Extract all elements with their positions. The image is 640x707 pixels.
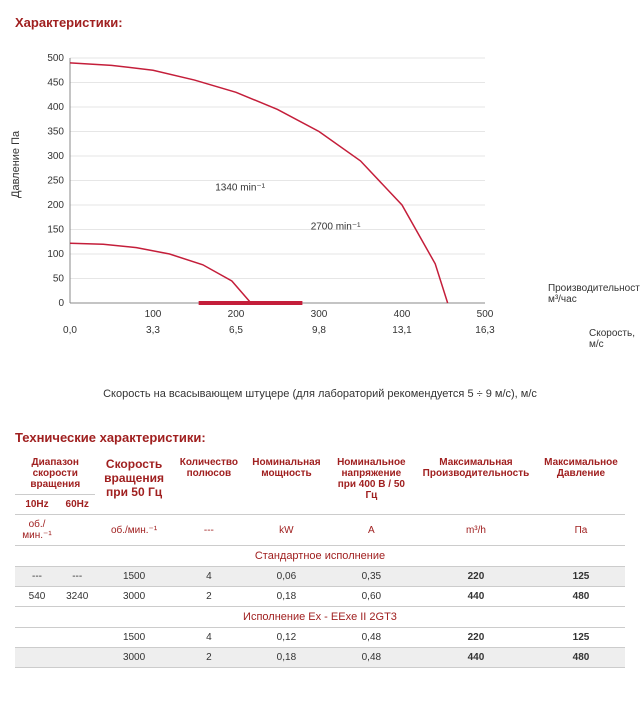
svg-text:200: 200 [47,200,64,211]
col-header: Номинальное напряжение при 400 В / 50 Гц [328,453,415,515]
table-cell: 1500 [95,628,172,648]
svg-text:6,5: 6,5 [229,325,243,336]
table-cell: 3240 [59,587,95,607]
table-cell: 4 [173,567,245,587]
col-subheader: 60Hz [59,495,95,515]
col-header: Максимальное Давление [537,453,625,515]
col-header: Диапазон скорости вращения [15,453,95,495]
table-row: 300020,180,48440480 [15,648,625,668]
right-axis-labels: Производительность м³/час [548,283,640,305]
svg-text:250: 250 [47,176,64,187]
col-header: Количество полюсов [173,453,245,515]
table-cell: 0,06 [245,567,328,587]
svg-text:350: 350 [47,127,64,138]
unit-cell: об./мин.⁻¹ [15,515,59,546]
table-cell: 125 [537,628,625,648]
svg-text:100: 100 [145,309,162,320]
table-cell: 3000 [95,587,172,607]
table-section-header: Исполнение Ex - EExe II 2GT3 [15,607,625,628]
table-cell: 220 [415,567,537,587]
table-cell: 0,12 [245,628,328,648]
table-cell: 125 [537,567,625,587]
svg-text:1340 min⁻¹: 1340 min⁻¹ [215,182,265,193]
table-cell: --- [59,567,95,587]
table-cell: 220 [415,628,537,648]
col-header: Номинальная мощность [245,453,328,515]
table-row: 5403240300020,180,60440480 [15,587,625,607]
table-cell: 540 [15,587,59,607]
table-cell: 0,48 [328,648,415,668]
table-cell: 0,48 [328,628,415,648]
table-cell: 3000 [95,648,172,668]
svg-text:9,8: 9,8 [312,325,326,336]
svg-text:150: 150 [47,225,64,236]
unit-cell: kW [245,515,328,546]
performance-chart: 0 50 100 150 200 250 300 350 400 450 500 100 200 300 4… [15,38,535,358]
table-cell: 0,18 [245,648,328,668]
unit-cell: --- [173,515,245,546]
table-cell: 480 [537,587,625,607]
svg-text:13,1: 13,1 [392,325,412,336]
unit-cell: A [328,515,415,546]
svg-text:400: 400 [47,102,64,113]
svg-text:200: 200 [228,309,245,320]
table-cell [59,648,95,668]
col-header: Скорость вращения при 50 Гц [95,453,172,515]
svg-text:300: 300 [47,151,64,162]
speed-axis-label: Скорость, м/с [589,328,635,350]
chart-section-title: Характеристики: [15,15,625,30]
table-cell: 2 [173,587,245,607]
svg-text:3,3: 3,3 [146,325,160,336]
table-cell [15,628,59,648]
chart-container: Давление Па Производительность м³/час Ск… [15,38,575,378]
table-cell: 440 [415,587,537,607]
unit-cell [59,515,95,546]
table-cell [15,648,59,668]
svg-text:50: 50 [53,274,65,285]
table-cell: 2 [173,648,245,668]
svg-text:500: 500 [477,309,494,320]
table-cell: 480 [537,648,625,668]
table-row: 150040,120,48220125 [15,628,625,648]
table-cell: 0,35 [328,567,415,587]
col-header: Максимальная Производительность [415,453,537,515]
table-row: ------150040,060,35220125 [15,567,625,587]
svg-text:2700 min⁻¹: 2700 min⁻¹ [311,222,361,233]
specs-table: Диапазон скорости вращения Скорость вращ… [15,453,625,668]
table-cell: --- [15,567,59,587]
chart-caption: Скорость на всасывающем штуцере (для лаб… [15,388,625,400]
table-section-title: Технические характеристики: [15,430,625,445]
table-cell: 0,60 [328,587,415,607]
unit-cell: m³/h [415,515,537,546]
svg-text:100: 100 [47,249,64,260]
svg-text:0: 0 [58,298,64,309]
table-cell: 4 [173,628,245,648]
svg-text:500: 500 [47,53,64,64]
table-cell: 1500 [95,567,172,587]
y-axis-label: Давление Па [10,131,22,198]
unit-cell: об./мин.⁻¹ [95,515,172,546]
svg-text:400: 400 [394,309,411,320]
unit-cell: Па [537,515,625,546]
svg-text:300: 300 [311,309,328,320]
table-cell: 440 [415,648,537,668]
svg-text:16,3: 16,3 [475,325,495,336]
table-cell [59,628,95,648]
table-cell: 0,18 [245,587,328,607]
svg-text:0,0: 0,0 [63,325,77,336]
col-subheader: 10Hz [15,495,59,515]
table-section-header: Стандартное исполнение [15,546,625,567]
svg-text:450: 450 [47,78,64,89]
